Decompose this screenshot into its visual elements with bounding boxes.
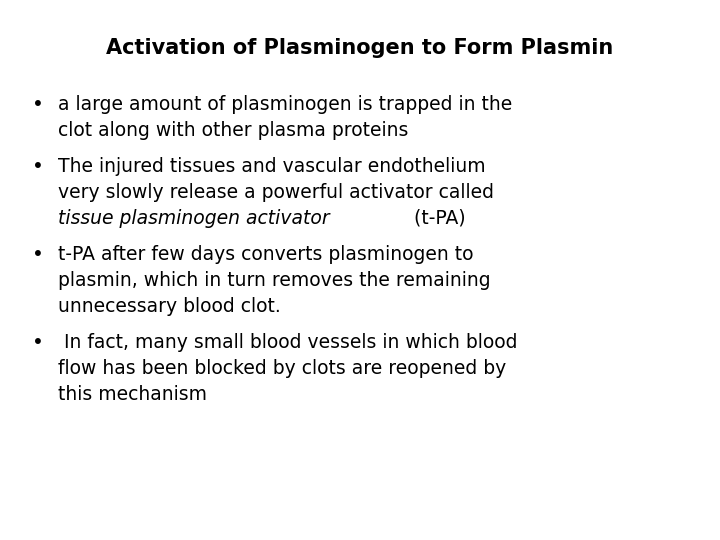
Text: very slowly release a powerful activator called: very slowly release a powerful activator… [58,183,494,202]
Text: The injured tissues and vascular endothelium: The injured tissues and vascular endothe… [58,157,485,176]
Text: tissue plasminogen activator: tissue plasminogen activator [58,209,330,228]
Text: •: • [32,157,44,176]
Text: clot along with other plasma proteins: clot along with other plasma proteins [58,121,408,140]
Text: •: • [32,95,44,114]
Text: flow has been blocked by clots are reopened by: flow has been blocked by clots are reope… [58,359,506,378]
Text: •: • [32,245,44,264]
Text: (t-PA): (t-PA) [408,209,466,228]
Text: •: • [32,333,44,352]
Text: In fact, many small blood vessels in which blood: In fact, many small blood vessels in whi… [58,333,518,352]
Text: a large amount of plasminogen is trapped in the: a large amount of plasminogen is trapped… [58,95,512,114]
Text: plasmin, which in turn removes the remaining: plasmin, which in turn removes the remai… [58,271,490,290]
Text: unnecessary blood clot.: unnecessary blood clot. [58,297,281,316]
Text: this mechanism: this mechanism [58,385,207,404]
Text: t-PA after few days converts plasminogen to: t-PA after few days converts plasminogen… [58,245,474,264]
Text: Activation of Plasminogen to Form Plasmin: Activation of Plasminogen to Form Plasmi… [107,38,613,58]
